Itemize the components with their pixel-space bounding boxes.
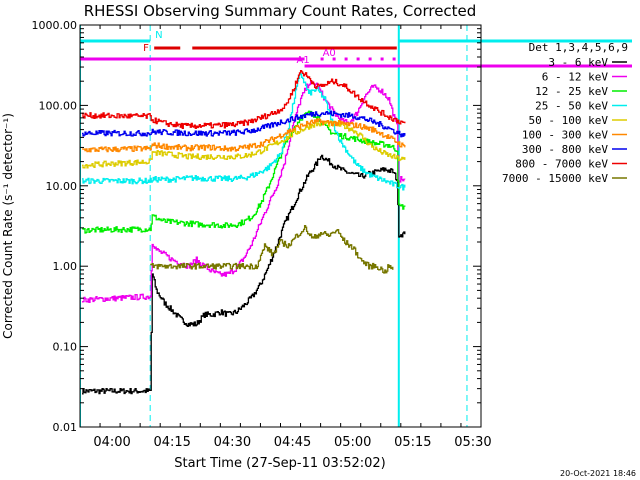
legend-title: Det 1,3,4,5,6,9 <box>529 41 628 54</box>
series-layer <box>82 70 406 395</box>
series-line <box>82 118 406 153</box>
flag-bars: NF A0 A1 <box>80 30 632 68</box>
series-line <box>82 73 406 191</box>
y-tick-label: 0.01 <box>53 421 78 434</box>
series-line <box>82 154 406 395</box>
flag-label: N <box>155 30 162 41</box>
legend-label: 100 - 300 keV <box>522 129 608 142</box>
x-tick-label: 04:00 <box>93 435 130 450</box>
legend-label: 50 - 100 keV <box>529 114 609 127</box>
legend-label: 12 - 25 keV <box>535 85 608 98</box>
plot-frame <box>79 24 482 428</box>
legend-label: 300 - 800 keV <box>522 143 608 156</box>
series-line <box>150 224 394 274</box>
series-line <box>82 70 406 129</box>
footer-date: 20-Oct-2021 18:46 <box>560 469 636 478</box>
legend-label: 6 - 12 keV <box>542 71 609 84</box>
series-line <box>82 120 406 169</box>
x-tick-label: 05:15 <box>394 435 431 450</box>
flag-label: A1 <box>297 55 310 66</box>
series-line <box>82 110 406 138</box>
y-axis-label: Corrected Count Rate (s⁻¹ detector⁻¹) <box>1 113 15 339</box>
x-tick-label: 05:00 <box>334 435 371 450</box>
flag-label: A0 <box>323 48 336 59</box>
x-axis: 04:00 04:15 04:30 04:45 05:00 05:15 05:30 <box>79 25 492 450</box>
series-line <box>82 80 406 303</box>
flag-label: F <box>143 43 149 54</box>
x-tick-label: 05:30 <box>454 435 491 450</box>
chart-title: RHESSI Observing Summary Count Rates, Co… <box>84 2 477 20</box>
legend-label: 3 - 6 keV <box>548 56 608 69</box>
x-axis-label: Start Time (27-Sep-11 03:52:02) <box>174 456 385 471</box>
y-tick-label: 100.00 <box>39 99 78 112</box>
y-tick-label: 0.10 <box>53 341 78 354</box>
y-tick-label: 1000.00 <box>32 19 78 32</box>
time-markers <box>80 25 468 427</box>
y-tick-label: 1.00 <box>53 260 78 273</box>
legend-label: 7000 - 15000 keV <box>502 172 608 185</box>
y-tick-label: 10.00 <box>46 180 78 193</box>
x-tick-label: 04:45 <box>274 435 311 450</box>
series-line <box>82 110 406 234</box>
x-tick-label: 04:15 <box>153 435 190 450</box>
legend-label: 25 - 50 keV <box>535 100 608 113</box>
legend-label: 800 - 7000 keV <box>515 158 608 171</box>
y-axis: 0.01 0.10 1.00 10.00 100.00 1000.00 <box>32 19 481 434</box>
x-tick-label: 04:30 <box>214 435 251 450</box>
